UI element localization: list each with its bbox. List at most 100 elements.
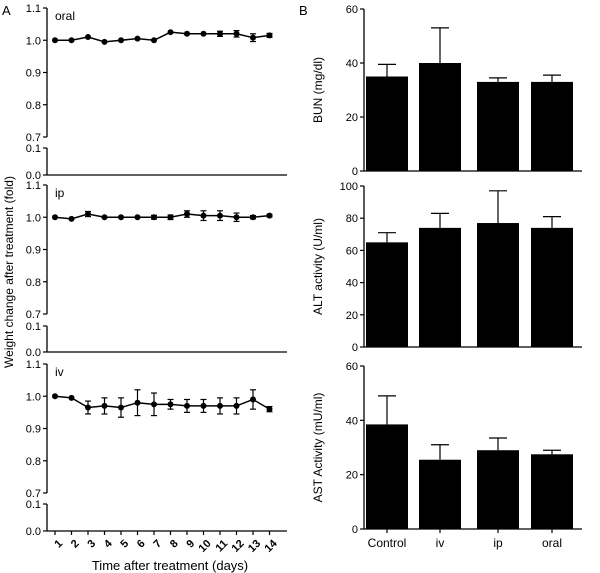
data-point: [134, 35, 141, 42]
bar-ip: [477, 81, 519, 171]
data-point: [250, 34, 256, 41]
y-tick-label: 1.0: [26, 35, 41, 47]
data-point: [233, 402, 240, 409]
x-tick-label: oral: [542, 536, 562, 550]
y-axis-label: BUN (mg/dl): [311, 57, 325, 123]
x-tick-label: 1: [52, 538, 65, 551]
x-tick-label: 2: [69, 538, 82, 551]
panel-title: iv: [55, 365, 64, 379]
data-point: [266, 406, 273, 413]
bar-oral: [531, 454, 573, 529]
bar-control: [366, 76, 408, 171]
y-tick-label: 40: [346, 415, 358, 427]
x-tick-label: iv: [436, 536, 445, 550]
bar-ip: [477, 223, 519, 347]
x-tick-label: 7: [151, 538, 164, 551]
data-point: [118, 37, 124, 44]
data-point: [68, 394, 75, 401]
left-x-axis-label: Time after treatment (days): [92, 558, 248, 573]
data-point: [151, 214, 157, 221]
data-point: [266, 212, 273, 219]
y-tick-label: 60: [346, 4, 358, 16]
y-tick-label: 0.7: [26, 309, 41, 321]
y-tick-label: 0: [352, 524, 358, 536]
data-point: [151, 37, 157, 44]
y-tick-label: 0.8: [26, 277, 41, 289]
y-tick-label: 1.0: [26, 212, 41, 224]
y-tick-label: 0.9: [26, 245, 41, 257]
y-tick-label: 0.0: [26, 526, 41, 538]
y-tick-label: 0.9: [26, 68, 41, 80]
x-tick-label: 3: [85, 538, 98, 551]
data-point: [101, 402, 108, 409]
x-tick-label: 8: [168, 538, 181, 551]
data-point: [85, 211, 91, 218]
y-tick-label: 0.7: [26, 488, 41, 500]
y-tick-label: 20: [346, 310, 358, 322]
bar-oral: [531, 81, 573, 171]
bar-ip: [477, 450, 519, 529]
data-point: [233, 214, 240, 221]
y-tick-label: 20: [346, 470, 358, 482]
data-point: [134, 214, 141, 221]
data-point: [200, 30, 207, 37]
data-point: [184, 402, 190, 409]
y-tick-label: 0.8: [26, 100, 41, 112]
x-tick-label: 10: [197, 538, 214, 555]
panel-title: ip: [55, 186, 65, 200]
x-tick-label: 11: [213, 538, 230, 555]
data-point: [101, 38, 108, 45]
data-point: [101, 214, 108, 221]
x-tick-label: 12: [230, 538, 247, 555]
y-tick-label: 0.8: [26, 456, 41, 468]
y-tick-label: 20: [346, 112, 358, 124]
y-tick-label: 60: [346, 245, 358, 257]
y-axis-label: ALT activity (U/ml): [311, 218, 325, 315]
panel-title: oral: [55, 9, 75, 23]
data-point: [118, 214, 124, 221]
data-point: [167, 29, 174, 36]
y-tick-label: 0.1: [26, 143, 41, 155]
y-tick-label: 40: [346, 278, 358, 290]
data-point: [184, 211, 190, 218]
data-point: [85, 34, 91, 41]
y-tick-label: 0: [352, 166, 358, 178]
y-tick-label: 1.1: [26, 180, 41, 192]
y-tick-label: 0.1: [26, 499, 41, 511]
panel-label-a: A: [2, 3, 11, 18]
y-tick-label: 100: [340, 181, 358, 193]
x-tick-label: 9: [184, 538, 197, 551]
y-tick-label: 0.7: [26, 132, 41, 144]
data-point: [233, 30, 240, 37]
x-tick-label: 5: [118, 538, 131, 551]
y-tick-label: 0.0: [26, 347, 41, 359]
bar-iv: [419, 63, 461, 171]
data-point: [118, 404, 124, 411]
y-tick-label: 40: [346, 58, 358, 70]
x-tick-label: 14: [263, 537, 281, 555]
data-point: [250, 396, 256, 403]
data-point: [68, 37, 75, 44]
y-tick-label: 0.0: [26, 170, 41, 182]
data-point: [217, 212, 223, 219]
bar-control: [366, 424, 408, 529]
data-point: [200, 402, 207, 409]
data-point: [134, 399, 141, 406]
data-point: [68, 215, 75, 222]
x-tick-label: 6: [135, 538, 148, 551]
data-point: [200, 212, 207, 219]
data-point: [167, 214, 174, 221]
y-axis-label: AST Activity (mU/ml): [311, 393, 325, 503]
data-point: [184, 30, 190, 37]
bar-iv: [419, 227, 461, 347]
data-point: [217, 30, 223, 37]
y-tick-label: 0: [352, 342, 358, 354]
panel-label-b: B: [299, 3, 308, 18]
data-point: [266, 32, 273, 39]
y-tick-label: 60: [346, 361, 358, 373]
y-tick-label: 0.1: [26, 321, 41, 333]
x-tick-label: Control: [368, 536, 407, 550]
x-tick-label: 13: [246, 538, 263, 555]
x-tick-label: ip: [493, 536, 503, 550]
data-point: [250, 214, 256, 221]
